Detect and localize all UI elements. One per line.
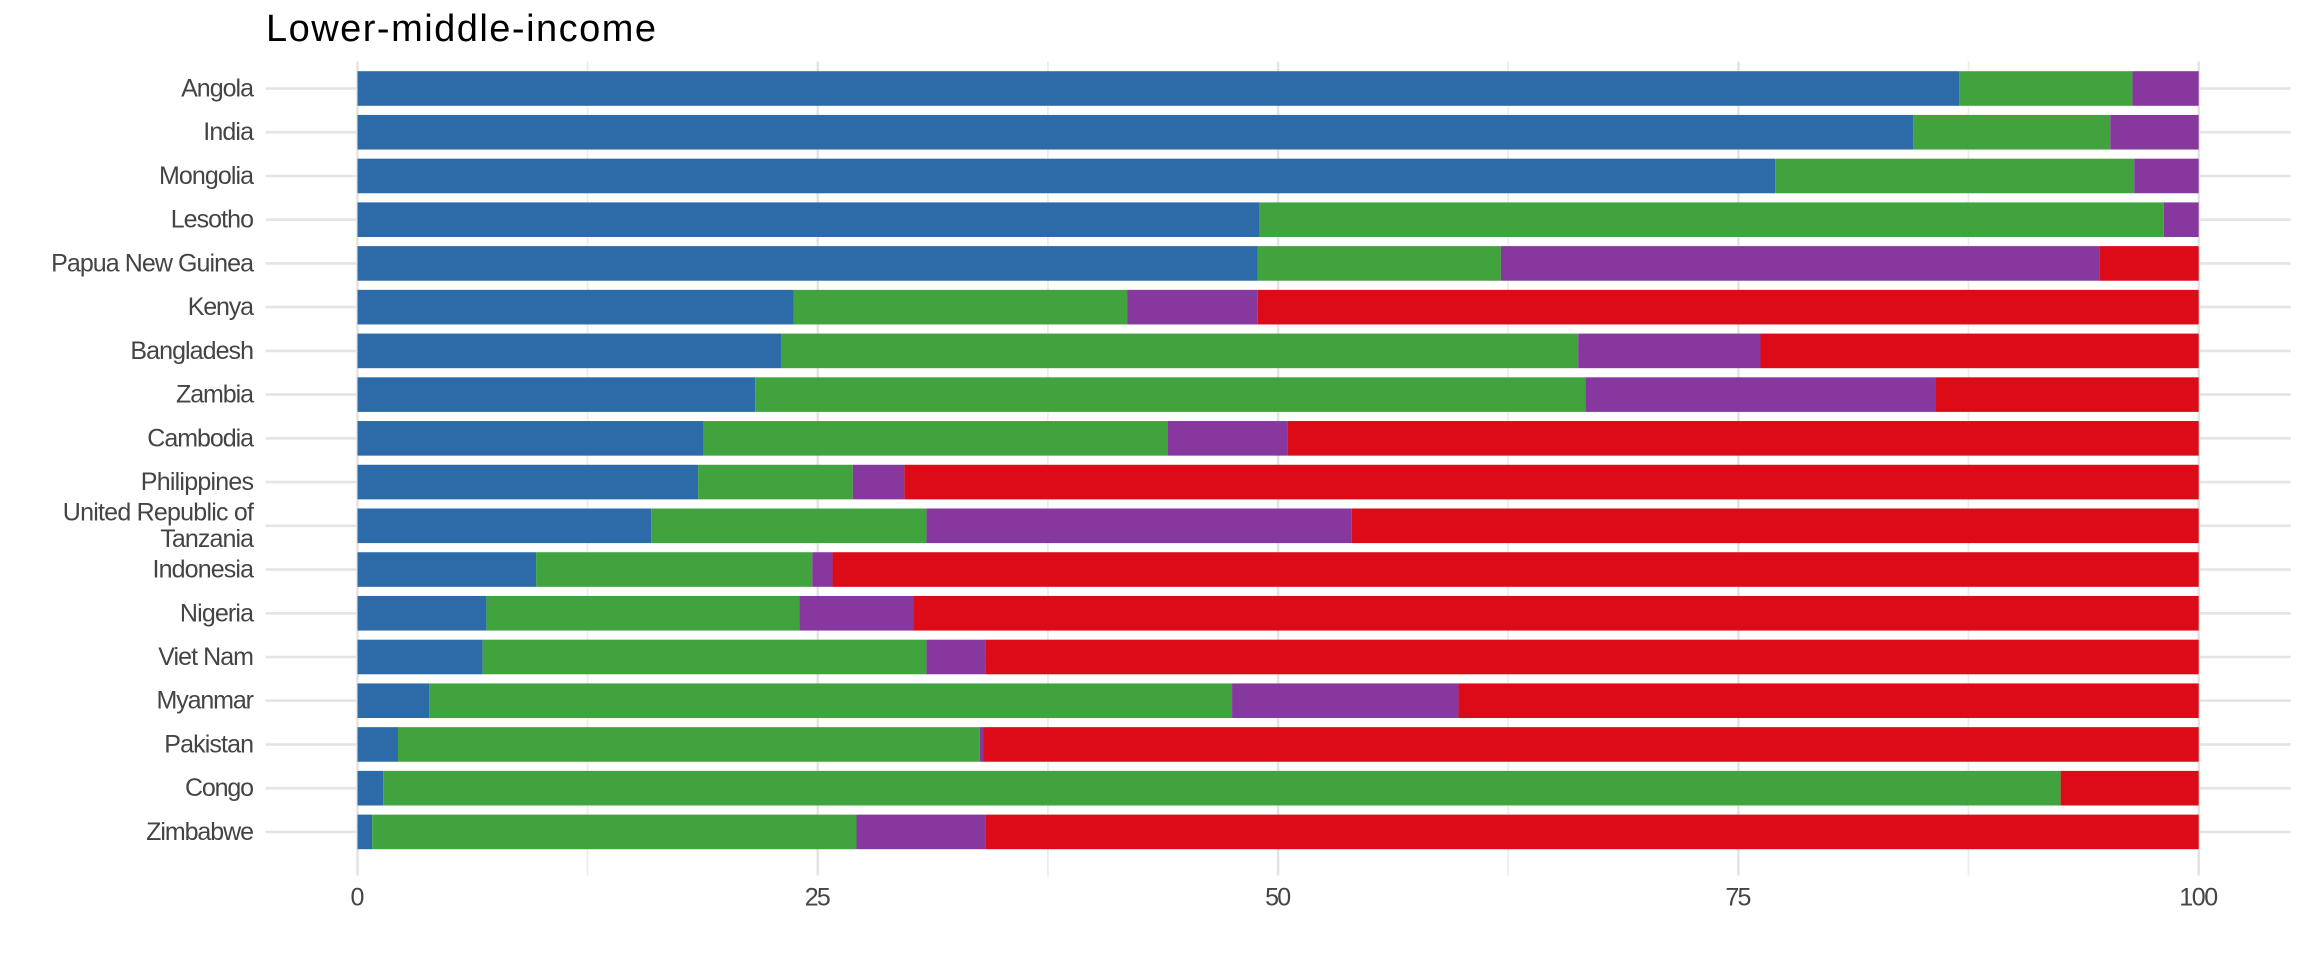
svg-text:Mongolia: Mongolia (159, 162, 254, 190)
svg-text:Bangladesh: Bangladesh (130, 337, 254, 365)
svg-text:Papua New Guinea: Papua New Guinea (51, 249, 254, 277)
svg-text:Viet Nam: Viet Nam (158, 643, 254, 671)
svg-text:Cambodia: Cambodia (147, 424, 254, 452)
svg-text:50: 50 (1265, 884, 1291, 912)
svg-text:Angola: Angola (181, 75, 254, 103)
svg-text:Nigeria: Nigeria (180, 599, 254, 627)
svg-text:0: 0 (351, 884, 365, 912)
svg-text:Indonesia: Indonesia (153, 556, 255, 584)
svg-text:Congo: Congo (185, 774, 254, 802)
svg-text:Lesotho: Lesotho (171, 206, 254, 234)
svg-text:Philippines: Philippines (141, 468, 254, 496)
svg-text:100: 100 (2179, 884, 2218, 912)
svg-text:Lower-middle-income: Lower-middle-income (266, 8, 656, 50)
svg-text:United Republic of: United Republic of (63, 499, 254, 527)
svg-text:Myanmar: Myanmar (157, 687, 255, 715)
svg-text:Zimbabwe: Zimbabwe (146, 818, 254, 846)
svg-text:75: 75 (1725, 884, 1751, 912)
svg-text:India: India (203, 118, 254, 146)
svg-text:Pakistan: Pakistan (164, 730, 254, 758)
svg-text:Tanzania: Tanzania (160, 525, 254, 553)
svg-text:Kenya: Kenya (188, 293, 254, 321)
svg-text:25: 25 (805, 884, 831, 912)
svg-text:Zambia: Zambia (176, 381, 254, 409)
